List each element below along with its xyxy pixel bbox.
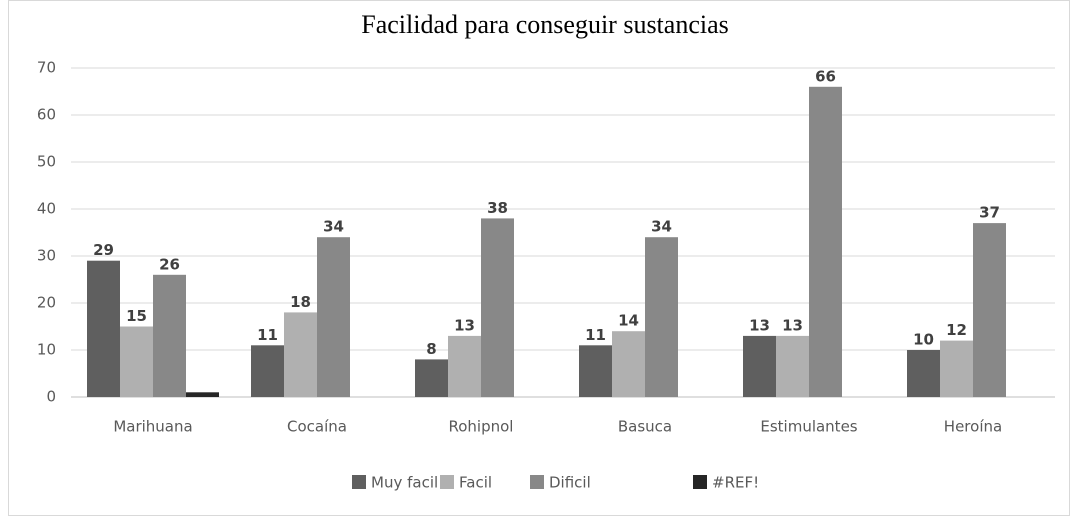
y-tick-label: 30 [37,247,56,265]
value-label: 34 [651,218,672,236]
y-tick-label: 20 [37,294,56,312]
legend-swatch [352,475,366,489]
value-label: 18 [290,293,311,311]
x-tick-label: Basuca [618,418,672,436]
chart-title: Facilidad para conseguir sustancias [361,10,729,39]
value-label: 34 [323,218,344,236]
bar [809,86,842,398]
bar [186,392,219,397]
bar [612,331,645,397]
value-label: 15 [126,307,147,325]
x-tick-label: Cocaína [287,418,347,436]
x-tick-label: Heroína [944,418,1002,436]
value-label: 12 [946,321,967,339]
y-tick-label: 0 [46,388,56,406]
value-label: 37 [979,204,1000,222]
value-label: 13 [782,316,803,334]
legend-swatch [440,475,454,489]
value-label: 14 [618,312,639,330]
x-tick-label: Estimulantes [760,418,857,436]
value-label: 13 [454,316,475,334]
value-label: 11 [585,326,606,344]
legend-label: Muy facil [371,474,438,492]
value-label: 38 [487,199,508,217]
bar [448,335,481,397]
bar [153,274,186,397]
chart-border [8,0,1070,516]
bar [973,223,1006,397]
bar [579,345,612,397]
y-tick-label: 10 [37,341,56,359]
bar [481,218,514,397]
value-label: 26 [159,255,180,273]
x-tick-label: Rohipnol [449,418,514,436]
bar [120,326,153,397]
bar [743,335,776,397]
value-label: 11 [257,326,278,344]
y-tick-label: 50 [37,153,56,171]
bar [940,340,973,397]
bar [907,350,940,397]
value-label: 8 [426,340,436,358]
legend-label: #REF! [712,474,759,492]
value-label: 66 [815,67,836,85]
bar [645,237,678,397]
y-tick-label: 40 [37,200,56,218]
bar [284,312,317,397]
value-label: 29 [93,241,114,259]
legend-label: Facil [459,474,492,492]
x-tick-label: Marihuana [113,418,192,436]
legend-swatch [693,475,707,489]
y-tick-label: 70 [37,59,56,77]
bar [251,345,284,397]
value-label: 10 [913,331,934,349]
y-tick-label: 60 [37,106,56,124]
bar [87,260,120,397]
legend-swatch [530,475,544,489]
legend-label: Dificil [549,474,591,492]
value-label: 13 [749,316,770,334]
bar [317,237,350,397]
bar [415,359,448,397]
bar [776,335,809,397]
